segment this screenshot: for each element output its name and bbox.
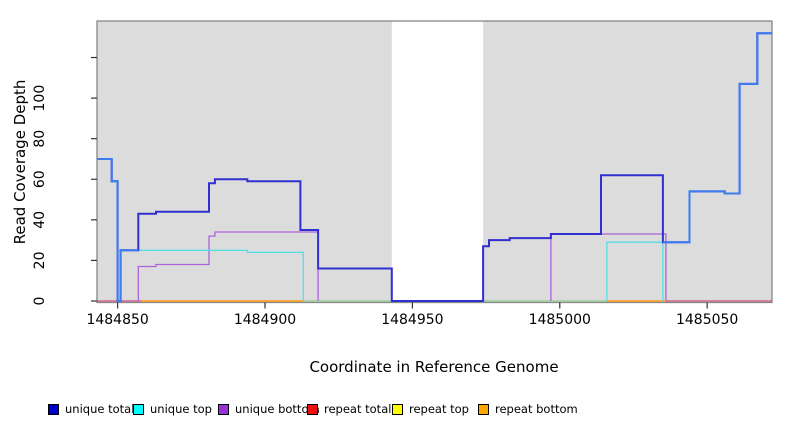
- legend-label: repeat top: [409, 402, 469, 416]
- series-line-unique-top: [606, 241, 664, 301]
- y-tick-label: 80: [32, 130, 48, 148]
- legend-item: unique top: [133, 402, 212, 416]
- series-line-unique-bottom: [550, 233, 667, 301]
- legend-label: repeat bottom: [495, 402, 578, 416]
- no-data-gap-band: [391, 15, 484, 303]
- x-tick-label: 1484950: [381, 312, 443, 328]
- legend-swatch: [218, 403, 229, 415]
- y-tick-label: 0: [32, 297, 48, 306]
- x-axis-title: Coordinate in Reference Genome: [309, 358, 559, 376]
- y-axis-title: Read Coverage Depth: [11, 79, 29, 245]
- legend-label: unique bottom: [235, 402, 320, 416]
- series-line-unique-top: [120, 249, 304, 301]
- legend-swatch: [392, 403, 403, 415]
- x-tick-label: 1485000: [529, 312, 591, 328]
- legend-label: unique top: [150, 402, 212, 416]
- plot-border: [96, 20, 773, 304]
- x-tick-label: 1484900: [234, 312, 296, 328]
- legend-item: repeat total: [307, 402, 391, 416]
- legend-item: unique bottom: [218, 402, 320, 416]
- series-line-total-light-blue-no-legend-entry-: [97, 158, 139, 302]
- series-line-total-light-blue-no-legend-entry-: [662, 32, 772, 244]
- x-tick-label: 1485050: [676, 312, 738, 328]
- legend-item: repeat top: [392, 402, 469, 416]
- legend-label: unique total: [65, 402, 135, 416]
- legend-swatch: [478, 403, 489, 415]
- legend-item: unique total: [48, 402, 134, 416]
- legend-item: repeat bottom: [478, 402, 578, 416]
- y-tick-label: 100: [32, 85, 48, 112]
- y-tick-label: 60: [32, 170, 48, 188]
- legend-swatch: [133, 403, 144, 415]
- y-tick-label: 20: [32, 252, 48, 270]
- y-tick-label: 40: [32, 211, 48, 229]
- legend-swatch: [48, 403, 59, 415]
- x-tick-label: 1484850: [86, 312, 148, 328]
- legend-label: repeat total: [324, 402, 392, 416]
- legend-swatch: [307, 403, 318, 415]
